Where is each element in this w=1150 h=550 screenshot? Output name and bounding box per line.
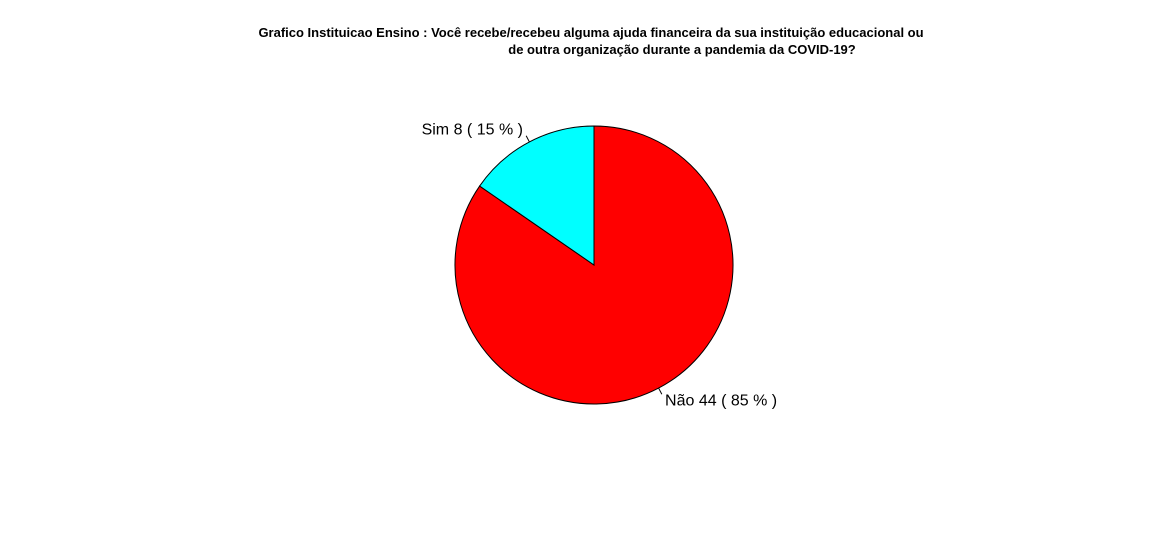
chart-title-line-2: de outra organização durante a pandemia …: [508, 42, 856, 57]
pie-leader-line: [658, 387, 663, 395]
pie-leader-line: [525, 135, 530, 143]
pie-labels: Não 44 ( 85 % ) Sim 8 ( 15 % ): [422, 122, 778, 410]
pie-slices: [454, 125, 734, 405]
chart-title-line-1: Grafico Instituicao Ensino : Você recebe…: [258, 25, 923, 40]
pie-slice-label: Sim 8 ( 15 % ): [422, 122, 523, 139]
pie-slice-label: Não 44 ( 85 % ): [665, 392, 777, 409]
